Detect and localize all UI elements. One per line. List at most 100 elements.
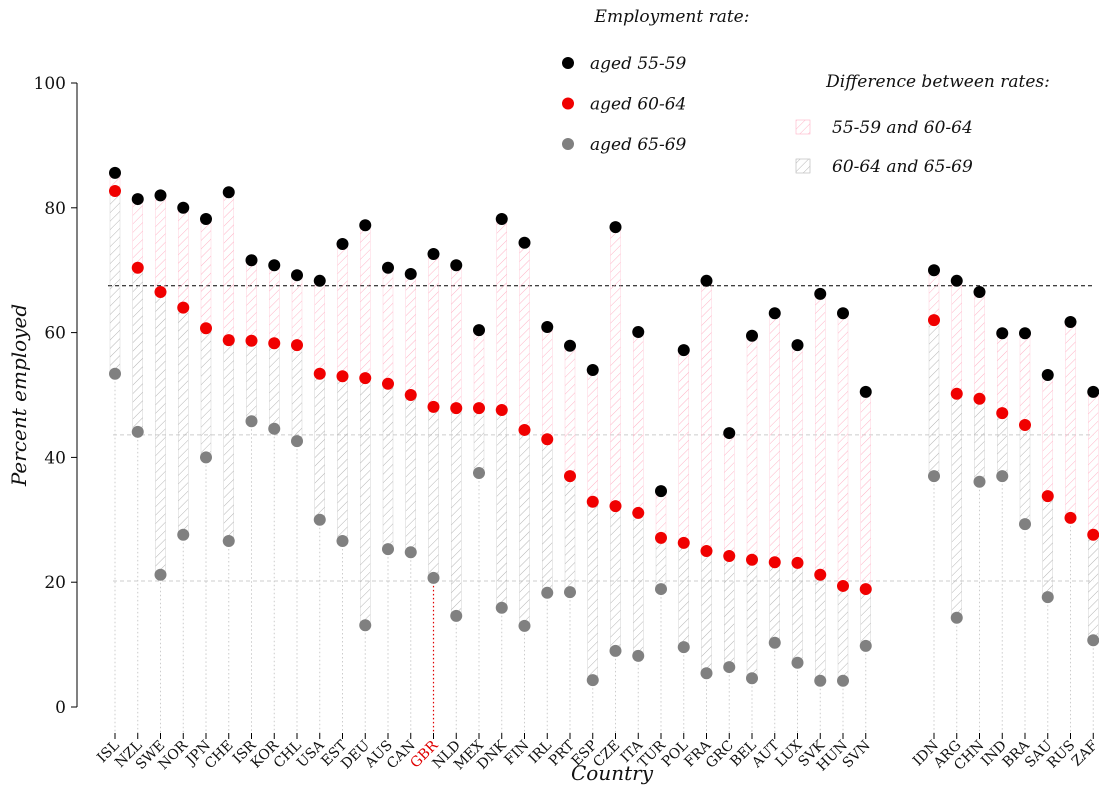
dot (1064, 315, 1077, 328)
dot (996, 327, 1009, 340)
dot (723, 427, 736, 440)
dot (768, 556, 781, 569)
difference-bar (269, 342, 280, 429)
difference-bar (314, 280, 325, 375)
difference-bar (860, 588, 871, 647)
dot (473, 467, 485, 479)
difference-bar (769, 313, 780, 563)
dot (768, 307, 781, 320)
difference-bar (633, 512, 644, 657)
dot (495, 601, 508, 614)
dot (245, 334, 258, 347)
dot (655, 583, 667, 596)
legend-label: 55-59 and 60-64 (832, 118, 973, 138)
difference-bar (382, 383, 394, 550)
difference-bar (360, 225, 371, 379)
dot (859, 583, 872, 596)
difference-bar (451, 407, 462, 617)
dot (746, 553, 758, 566)
difference-bar (246, 259, 257, 341)
legend-label: aged 65-69 (590, 135, 687, 155)
dot (177, 528, 190, 541)
difference-bar (997, 332, 1008, 414)
dot (996, 470, 1009, 483)
dot (973, 475, 986, 488)
difference-bar (1042, 495, 1053, 598)
difference-bar (109, 190, 121, 375)
difference-bar (428, 253, 439, 408)
dot (450, 259, 463, 272)
difference-bar (178, 307, 189, 536)
dot (814, 568, 827, 581)
difference-bar (564, 475, 576, 593)
dot (291, 269, 303, 282)
dot (837, 579, 849, 592)
dot (1041, 369, 1054, 382)
difference-bar (701, 550, 712, 674)
dot (541, 433, 554, 446)
dot (131, 193, 144, 206)
dot (791, 656, 804, 669)
difference-bar (223, 191, 234, 341)
dot (404, 546, 417, 559)
dot (586, 364, 599, 377)
dot (950, 387, 963, 400)
dot (746, 672, 758, 685)
difference-bar (860, 391, 871, 590)
dot (700, 274, 713, 287)
dot (313, 513, 326, 526)
diff-title: Difference between rates: (825, 72, 1050, 92)
difference-bar (678, 349, 689, 544)
dot (291, 339, 303, 352)
difference-bar (587, 501, 598, 681)
dot (518, 619, 531, 632)
legend-dot (562, 97, 574, 110)
difference-bar (633, 331, 644, 514)
difference-bar (155, 291, 166, 575)
dot (541, 586, 554, 599)
dot (632, 506, 645, 519)
dot (1019, 327, 1031, 340)
dot (609, 644, 622, 657)
dot (336, 370, 349, 383)
dot (177, 201, 190, 214)
dot (768, 636, 781, 649)
dot (655, 531, 667, 544)
difference-bar (542, 439, 553, 594)
difference-bar (564, 345, 576, 477)
y-axis-label: Percent employed (7, 304, 31, 487)
difference-bar (291, 274, 303, 346)
dot (928, 264, 940, 277)
legend-swatch (795, 158, 811, 174)
dot (586, 495, 599, 508)
difference-bar (223, 339, 234, 542)
dot (245, 254, 258, 267)
dot (1019, 518, 1031, 531)
dot (313, 274, 326, 287)
dot (700, 545, 713, 557)
difference-bar (473, 329, 485, 409)
dot (336, 237, 349, 250)
difference-bar (701, 280, 712, 552)
difference-bar (1019, 424, 1031, 525)
dot (837, 307, 849, 320)
difference-bar (587, 369, 598, 502)
difference-bar (928, 319, 940, 477)
legend-dot (562, 138, 574, 150)
difference-bar (1088, 391, 1099, 536)
difference-bar (269, 264, 280, 344)
difference-bar (928, 269, 940, 321)
dot (973, 392, 986, 405)
dot (473, 324, 485, 337)
dot (928, 470, 940, 483)
dot (495, 213, 508, 226)
y-tick-label: 80 (44, 199, 66, 219)
difference-bar (200, 327, 212, 458)
dot (746, 329, 758, 342)
difference-bar (610, 505, 621, 652)
difference-bar (724, 432, 735, 557)
difference-bar (815, 293, 826, 575)
difference-bar (837, 585, 849, 682)
